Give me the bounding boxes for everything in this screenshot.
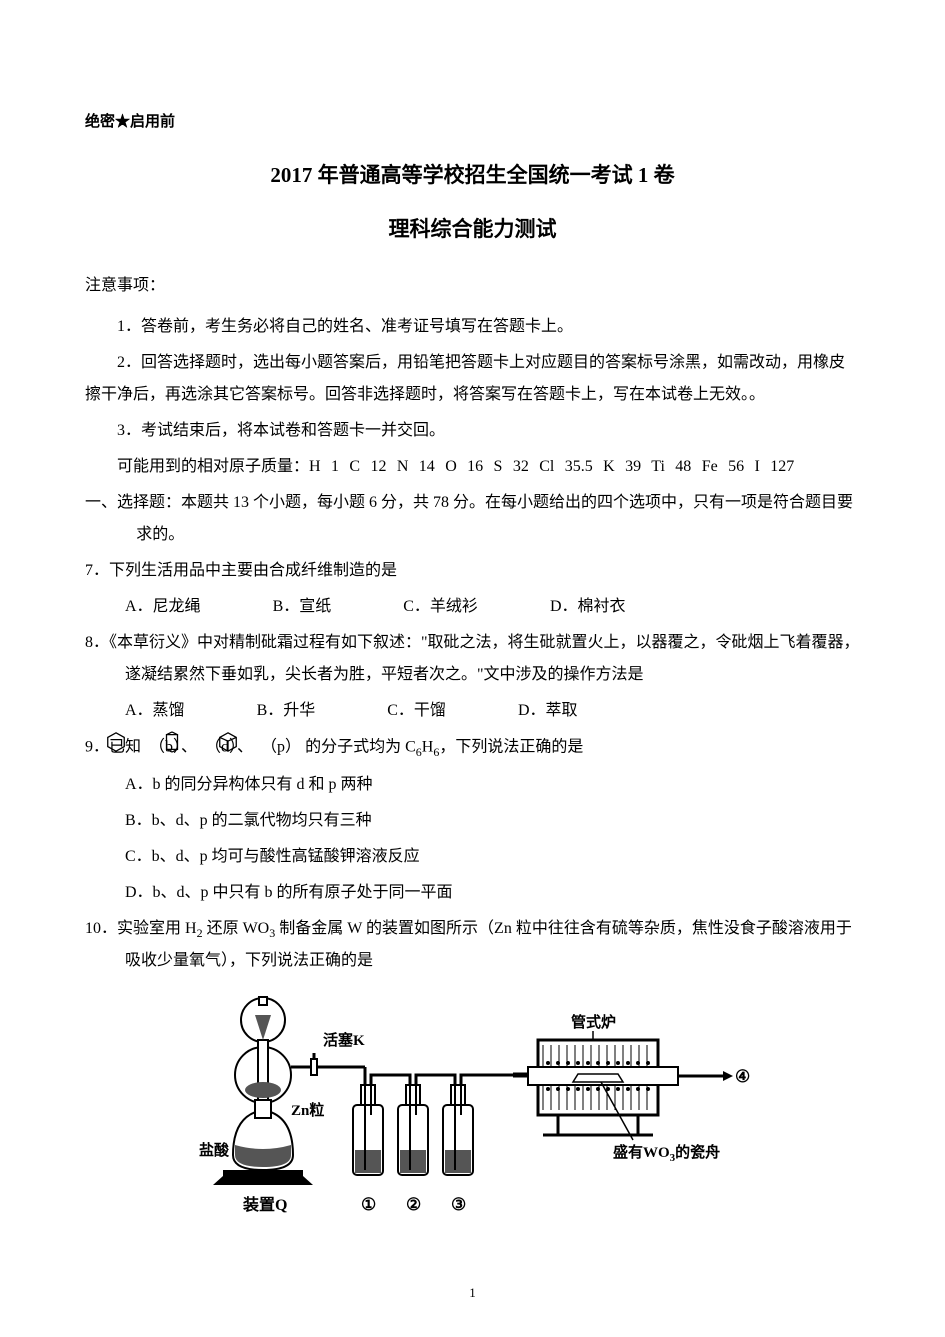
label-2: ② <box>406 1195 421 1214</box>
q10-stem: 10．实验室用 H2 还原 WO3 制备金属 W 的装置如图所示（Zn 粒中往往… <box>85 913 860 977</box>
label-3: ③ <box>451 1195 466 1214</box>
label-4: ④ <box>735 1067 750 1086</box>
q9-stem-suffix: ，下列说法正确的是 <box>439 739 583 756</box>
zn-label: Zn粒 <box>291 1101 324 1119</box>
q7-option-a: A．尼龙绳 <box>125 591 201 623</box>
page-number: 1 <box>0 1285 945 1301</box>
q9-formula-mid: H <box>422 739 434 756</box>
q9-stem: 9．已知 （b）、 （d）、 （p） 的分子 <box>85 731 860 765</box>
label-1: ① <box>361 1195 376 1214</box>
q9-stem-mid: 的分子式均为 C <box>305 739 416 756</box>
q9-option-b: B．b、d、p 的二氯代物均只有三种 <box>85 805 860 837</box>
exam-page: 绝密★启用前 2017 年普通高等学校招生全国统一考试 1 卷 理科综合能力测试… <box>0 0 945 1337</box>
q9-option-a: A．b 的同分异构体只有 d 和 p 两种 <box>85 769 860 801</box>
q9-option-d: D．b、d、p 中只有 b 的所有原子处于同一平面 <box>85 877 860 909</box>
device-q-label: 装置Q <box>242 1195 287 1214</box>
wash-bottle-3 <box>443 1085 473 1175</box>
furnace-label: 管式炉 <box>571 1013 616 1031</box>
apparatus-diagram: 活塞K 盐酸 Zn粒 装置Q <box>193 985 753 1245</box>
notice-item-2: 2．回答选择题时，选出每小题答案后，用铅笔把答题卡上对应题目的答案标号涂黑，如需… <box>85 347 860 411</box>
q8-option-a: A．蒸馏 <box>125 695 185 727</box>
q8-options: A．蒸馏 B．升华 C．干馏 D．萃取 <box>85 695 860 727</box>
atomic-mass-prefix: 可能用到的相对原子质量： <box>117 458 309 475</box>
q9-option-c: C．b、d、p 均可与酸性高锰酸钾溶液反应 <box>85 841 860 873</box>
q10-figure: 活塞K 盐酸 Zn粒 装置Q <box>85 985 860 1250</box>
q7-option-d: D．棉衬衣 <box>550 591 626 623</box>
q7-option-b: B．宣纸 <box>273 591 332 623</box>
notice-item-3: 3．考试结束后，将本试卷和答题卡一并交回。 <box>85 415 860 447</box>
confidential-marker: 绝密★启用前 <box>85 110 860 131</box>
q7-options: A．尼龙绳 B．宣纸 C．羊绒衫 D．棉衬衣 <box>85 591 860 623</box>
wash-bottle-1 <box>353 1085 383 1175</box>
exam-title-line2: 理科综合能力测试 <box>85 213 860 243</box>
q9-label-p: （p） <box>261 739 301 756</box>
notice-heading: 注意事项： <box>85 271 860 295</box>
wash-bottle-2 <box>398 1085 428 1175</box>
q8-option-d: D．萃取 <box>518 695 578 727</box>
q10-mid1: 还原 WO <box>203 920 270 937</box>
atomic-mass-list: H 1 C 12 N 14 O 16 S 32 Cl 35.5 K 39 Ti … <box>309 458 794 475</box>
q7-option-c: C．羊绒衫 <box>403 591 478 623</box>
q8-stem: 8．《本草衍义》中对精制砒霜过程有如下叙述："取砒之法，将生砒就置火上，以器覆之… <box>85 627 860 691</box>
section-1-heading: 一、选择题：本题共 13 个小题，每小题 6 分，共 78 分。在每小题给出的四… <box>85 487 860 551</box>
stopcock-label: 活塞K <box>323 1031 365 1049</box>
q8-option-b: B．升华 <box>257 695 316 727</box>
boat-label: 盛有WO3的瓷舟 <box>613 1143 720 1164</box>
hcl-label: 盐酸 <box>199 1141 230 1159</box>
notice-item-1: 1．答卷前，考生务必将自己的姓名、准考证号填写在答题卡上。 <box>85 311 860 343</box>
exam-title-line1: 2017 年普通高等学校招生全国统一考试 1 卷 <box>85 159 860 189</box>
q8-option-c: C．干馏 <box>387 695 446 727</box>
q10-prefix: 10．实验室用 H <box>85 920 197 937</box>
q7-stem: 7．下列生活用品中主要由合成纤维制造的是 <box>85 555 860 587</box>
atomic-mass-line: 可能用到的相对原子质量：H 1 C 12 N 14 O 16 S 32 Cl 3… <box>85 451 860 483</box>
